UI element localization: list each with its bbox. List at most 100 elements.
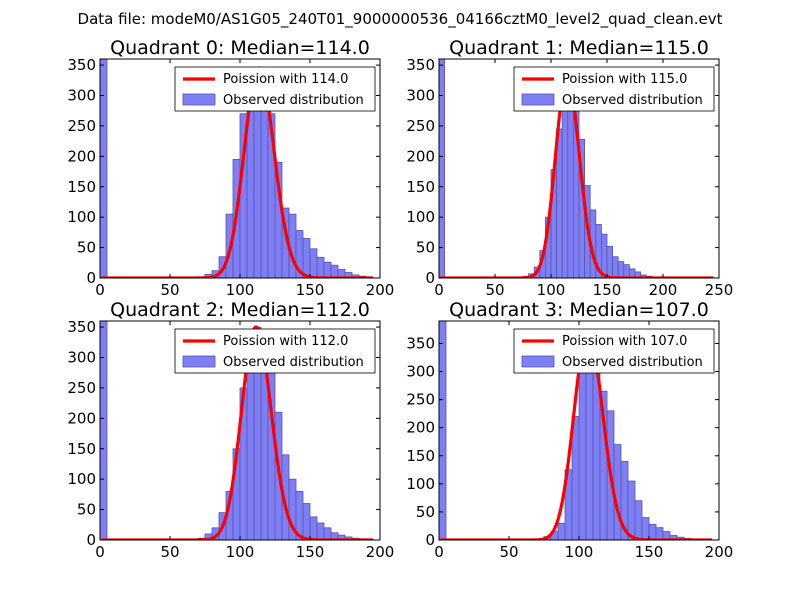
quadrant-3-chart: 0 50 100 150 200 0 50 100 150 200 250 300 350 Quadran…: [406, 299, 733, 561]
y-tick-label: 150: [67, 440, 96, 458]
x-tick-label: 50: [160, 543, 179, 561]
y-tick-label: 350: [67, 318, 96, 336]
histogram-bar: [330, 264, 339, 278]
y-tick-label: 300: [406, 87, 435, 105]
y-tick-label: 300: [67, 349, 96, 367]
plot-area: [100, 321, 374, 540]
y-tick-label: 200: [67, 147, 96, 165]
subplot-title: Quadrant 3: Median=107.0: [449, 299, 709, 321]
y-tick-label: 50: [416, 239, 435, 257]
legend-poisson-label: Poission with 115.0: [562, 72, 687, 87]
y-tick-label: 0: [425, 269, 435, 287]
figure-title: Data file: modeM0/AS1G05_240T01_90000005…: [78, 10, 723, 29]
legend-observed-swatch: [182, 93, 216, 106]
subplot-title: Quadrant 0: Median=114.0: [110, 37, 370, 59]
y-tick-label: 150: [406, 447, 435, 465]
y-tick-label: 50: [77, 239, 96, 257]
histogram-bar: [627, 480, 636, 540]
histogram-bar: [246, 351, 255, 540]
histogram-bar: [100, 321, 108, 540]
y-tick-label: 100: [67, 470, 96, 488]
histogram-bar: [316, 256, 325, 278]
x-tick-label: 0: [434, 281, 444, 299]
subplot-title: Quadrant 2: Median=112.0: [110, 299, 370, 321]
y-tick-label: 100: [67, 208, 96, 226]
histogram-bar: [309, 516, 318, 540]
subplot-title: Quadrant 1: Median=115.0: [449, 37, 709, 59]
y-tick-label: 200: [406, 147, 435, 165]
legend: Poission with 115.0 Observed distribution: [513, 66, 715, 112]
x-tick-label: 150: [593, 281, 622, 299]
legend-observed-label: Observed distribution: [562, 355, 703, 370]
legend-observed-label: Observed distribution: [223, 93, 364, 108]
histogram-bar: [323, 527, 332, 540]
histogram-bar: [578, 371, 587, 540]
histogram-bar: [323, 261, 332, 278]
quadrant-2-chart: 0 50 100 150 200 0 50 100 150 200 250 300 350 Quadran…: [67, 299, 394, 561]
y-tick-label: 250: [67, 379, 96, 397]
legend: Poission with 107.0 Observed distribution: [513, 328, 715, 374]
histogram-bar: [623, 264, 630, 278]
histogram-bar: [606, 245, 613, 278]
legend-observed-swatch: [521, 355, 555, 368]
legend-observed-swatch: [521, 93, 555, 106]
histogram-bar: [561, 95, 569, 278]
y-tick-label: 0: [86, 269, 96, 287]
axes-frame: [438, 58, 720, 279]
histogram-bar: [439, 321, 447, 540]
histogram-bar: [316, 522, 325, 540]
legend-poisson-label: Poission with 107.0: [562, 334, 687, 349]
y-tick-label: 250: [406, 391, 435, 409]
legend-observed-label: Observed distribution: [223, 355, 364, 370]
histogram-bar: [302, 238, 311, 278]
y-tick-label: 100: [406, 475, 435, 493]
x-tick-label: 200: [649, 281, 678, 299]
x-tick-label: 50: [499, 543, 518, 561]
histogram-bar: [612, 256, 619, 278]
quadrant-1-chart: 0 50 100 150 200 250 0 50 100 150 200 250 300 350 Quad…: [406, 37, 733, 299]
y-tick-label: 350: [406, 334, 435, 352]
y-tick-label: 100: [406, 208, 435, 226]
y-tick-label: 50: [416, 503, 435, 521]
x-tick-label: 150: [296, 281, 325, 299]
legend-poisson-label: Poission with 112.0: [223, 334, 348, 349]
y-tick-label: 350: [67, 56, 96, 74]
x-tick-label: 250: [705, 281, 734, 299]
legend-poisson-label: Poission with 114.0: [223, 72, 348, 87]
legend-observed-swatch: [182, 355, 216, 368]
histogram-bar: [648, 523, 657, 540]
x-tick-label: 150: [296, 543, 325, 561]
x-tick-label: 200: [366, 281, 395, 299]
legend: Poission with 114.0 Observed distribution: [174, 66, 376, 112]
histogram-bar: [439, 59, 445, 278]
histogram-bar: [302, 503, 311, 540]
histogram-bar: [617, 261, 625, 278]
plot-area: [439, 59, 714, 278]
x-tick-label: 150: [635, 543, 664, 561]
quadrant-0-chart: 0 50 100 150 200 0 50 100 150 200 250 300 350 Quadran…: [67, 37, 394, 299]
x-tick-label: 100: [537, 281, 566, 299]
y-tick-label: 200: [67, 409, 96, 427]
legend: Poission with 112.0 Observed distribution: [174, 328, 376, 374]
y-tick-label: 300: [406, 363, 435, 381]
poisson-curve: [439, 75, 714, 278]
x-tick-label: 200: [705, 543, 734, 561]
histogram-bar: [634, 500, 643, 540]
histogram-bar: [641, 517, 650, 540]
y-tick-label: 250: [406, 117, 435, 135]
x-tick-label: 50: [485, 281, 504, 299]
y-tick-label: 50: [77, 501, 96, 519]
y-tick-label: 0: [425, 531, 435, 549]
poisson-curve: [440, 330, 713, 540]
y-tick-label: 350: [406, 56, 435, 74]
x-tick-label: 50: [160, 281, 179, 299]
x-tick-label: 0: [434, 543, 444, 561]
y-tick-label: 150: [67, 178, 96, 196]
histogram-bar: [309, 248, 318, 278]
y-tick-label: 150: [406, 178, 435, 196]
histogram-bar: [557, 522, 566, 540]
y-tick-label: 0: [86, 531, 96, 549]
x-tick-label: 100: [226, 543, 255, 561]
x-tick-label: 100: [226, 281, 255, 299]
